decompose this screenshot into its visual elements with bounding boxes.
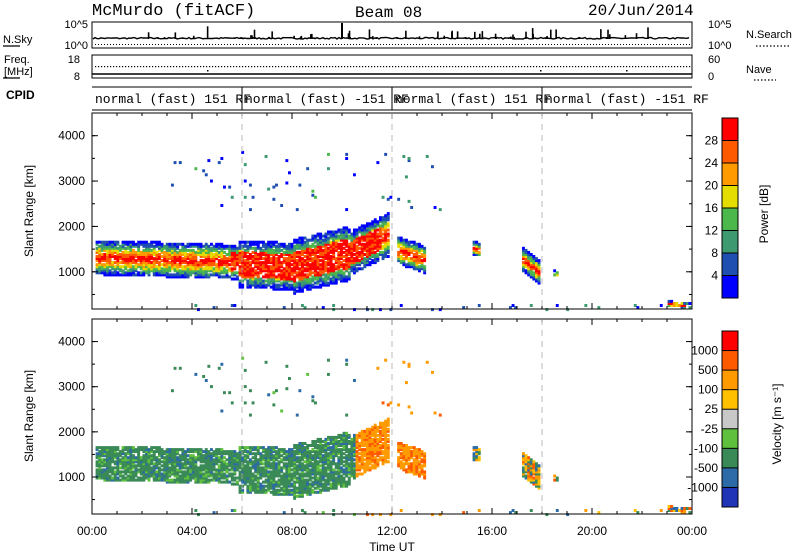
velocity-colorbar: 1000 500 100 25 -25 -100 -500 -1000 [687,330,739,508]
x-tick-label: 00:00 [677,524,707,538]
velocity-colorbar-label: Velocity [m s⁻¹] [770,383,784,464]
beam-title: Beam 08 [355,4,422,22]
x-tick-label: 16:00 [477,524,507,538]
cpid-segment-label: normal (fast) -151 RF [545,92,709,107]
x-tick-label: 00:00 [77,524,107,538]
x-tick-label: 20:00 [577,524,607,538]
freq-tick-low: 8 [74,71,80,83]
nave-label: Nave [746,64,772,76]
power-colorbar-tick: 24 [705,156,719,170]
velocity-colorbar-tick: -1000 [687,480,718,494]
date-title: 20/Jun/2014 [588,2,694,20]
nsky-tick-high: 10^5 [64,19,88,31]
velocity-colorbar-tick: -500 [694,461,718,475]
x-tick-label: 04:00 [177,524,207,538]
power-colorbar-tick: 28 [705,134,719,148]
nave-tick-low: 0 [708,71,714,83]
y-tick-label: 3000 [58,380,85,394]
cpid-segment-label: normal (fast) 151 RF [95,92,251,107]
power-ylabel: Slant Range [km] [22,165,36,257]
x-tick-label: 12:00 [377,524,407,538]
y-tick-label: 1000 [58,265,85,279]
velocity-colorbar-tick: -100 [694,441,718,455]
velocity-colorbar-tick: 100 [698,383,718,397]
power-colorbar-label: Power [dB] [757,185,771,244]
freq-tick-high: 18 [68,54,80,66]
y-tick-label: 4000 [58,335,85,349]
y-tick-label: 3000 [58,174,85,188]
velocity-data [95,356,692,517]
power-colorbar-tick: 16 [705,201,719,215]
power-colorbar-tick: 12 [705,224,719,238]
cpid-label: CPID [6,88,35,102]
power-panel: 1000 2000 3000 4000 Slant Range [km] 4 8 12 16… [22,112,771,312]
nsky-tick-low: 10^0 [64,40,88,52]
nave-tick-high: 60 [708,54,720,66]
power-colorbar-tick: 4 [711,269,718,283]
power-colorbar-tick: 8 [711,246,718,260]
freq-data [92,66,692,75]
cpid-segment-label: normal (fast) 151 RF [395,92,551,107]
freq-label: Freq. [4,54,30,66]
nsearch-tick-high: 10^5 [708,19,732,31]
velocity-colorbar-tick: -25 [701,422,719,436]
cpid-segment-label: normal (fast) -151 RF [245,92,409,107]
velocity-colorbar-tick: 1000 [691,344,718,358]
freq-panel: Freq. [MHz] 18 8 60 0 Nave [3,54,776,83]
station-title: McMurdo (fitACF) [92,2,255,21]
nsky-panel: N.Sky 10^5 10^0 10^5 10^0 N.Search [3,19,792,52]
power-colorbar-tick: 20 [705,179,719,193]
x-axis-label: Time UT [369,540,415,554]
velocity-panel: 1000 2000 3000 4000 Slant Range [km] 1000 50… [22,318,784,554]
y-tick-label: 2000 [58,425,85,439]
y-tick-label: 2000 [58,219,85,233]
velocity-colorbar-tick: 500 [698,363,718,377]
freq-unit-label: [MHz] [4,66,33,78]
power-colorbar: 4 8 12 16 20 24 28 [705,117,739,299]
velocity-ylabel: Slant Range [km] [22,370,36,462]
x-tick-label: 08:00 [277,524,307,538]
y-tick-label: 1000 [58,470,85,484]
nsky-data [92,23,690,45]
y-tick-label: 4000 [58,129,85,143]
nsky-label: N.Sky [3,34,33,46]
power-data [95,150,692,312]
nsearch-label: N.Search [746,29,792,41]
nsearch-tick-low: 10^0 [708,40,732,52]
velocity-colorbar-tick: 25 [705,402,719,416]
